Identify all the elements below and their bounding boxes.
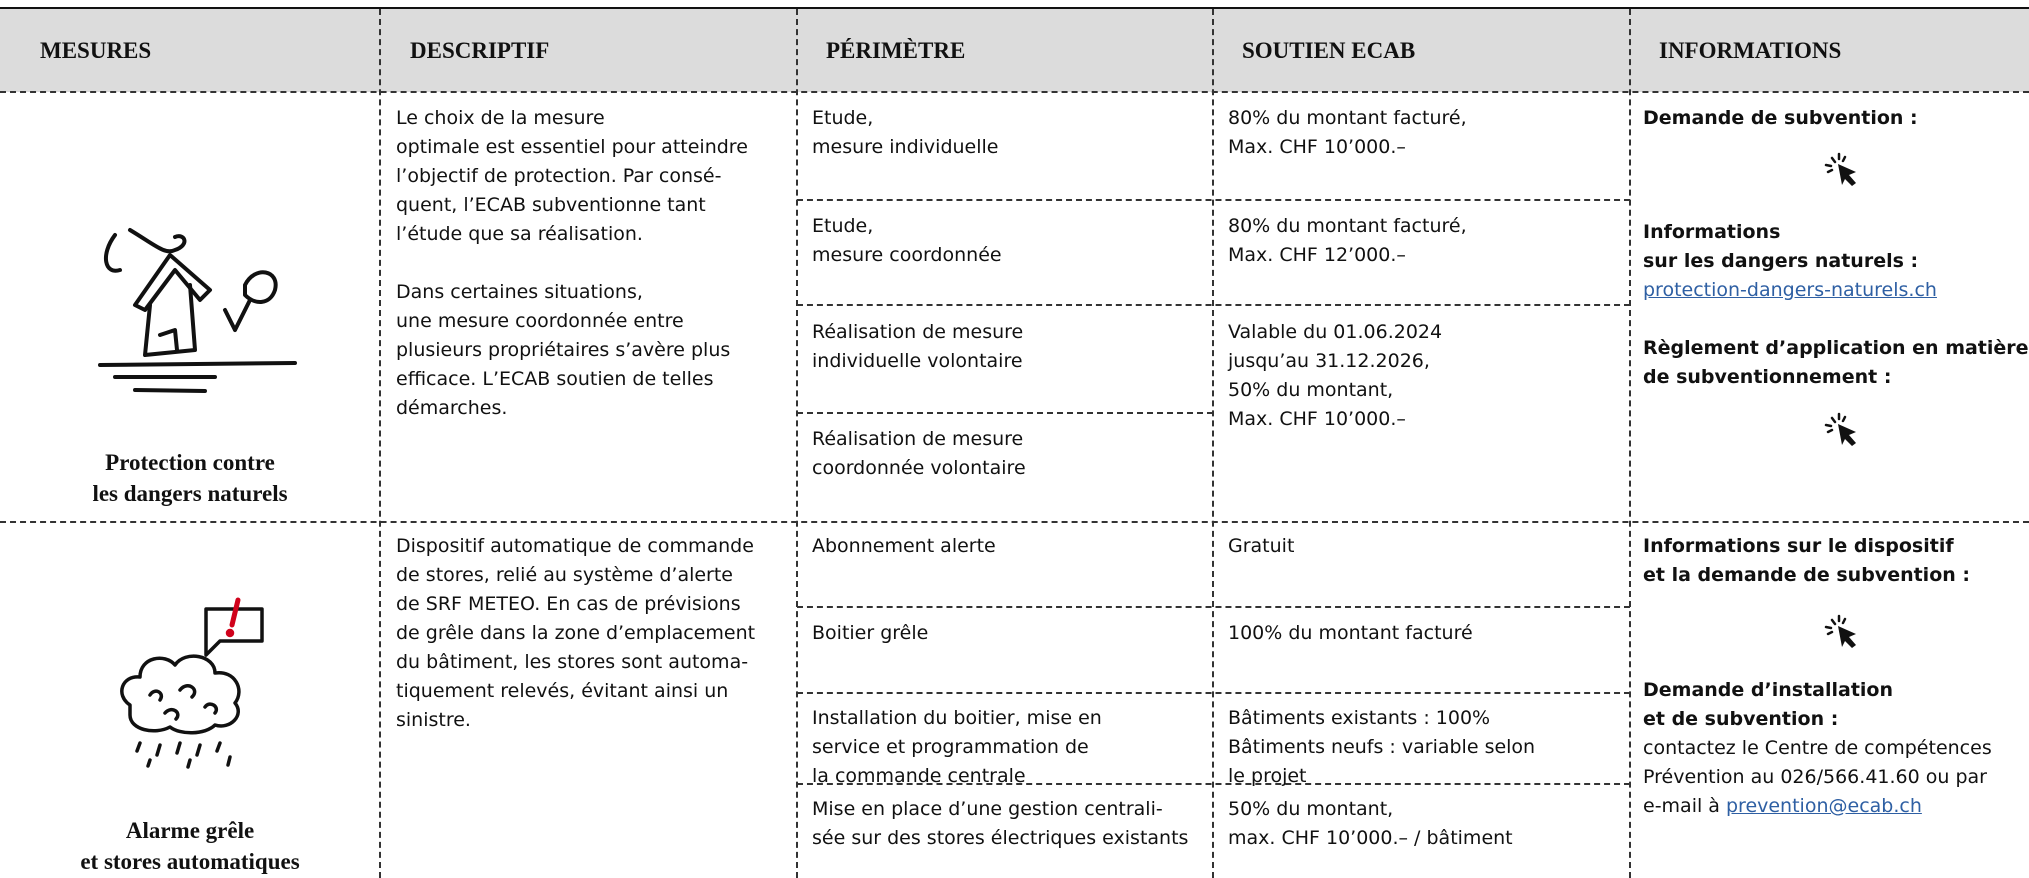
rule	[797, 692, 1630, 694]
rule	[0, 91, 2029, 93]
column-header: DESCRIPTIF	[410, 38, 550, 63]
info-heading: Informations sur les dangers naturels :	[1643, 221, 1919, 272]
contact-text: contactez le Centre de compétences Préve…	[1643, 734, 1992, 821]
link[interactable]: prevention@ecab.ch	[1725, 795, 1922, 817]
column-header: MESURES	[40, 38, 152, 63]
rule	[797, 304, 1630, 306]
measure-label: Alarme grêle et stores automatiques	[80, 818, 300, 874]
scope: Abonnement alerte	[812, 535, 996, 557]
rule	[797, 199, 1630, 201]
info-heading: Demande de subvention :	[1643, 107, 1918, 129]
support: 80% du montant facturé, Max. CHF 12’000.…	[1228, 215, 1467, 266]
top-border	[0, 7, 2029, 9]
column-header: SOUTIEN ECAB	[1242, 38, 1416, 63]
scope: Etude, mesure individuelle	[812, 107, 999, 158]
click-icon[interactable]	[1822, 410, 1862, 450]
icon-hail-alarm	[120, 597, 264, 769]
icon-natural-hazard	[98, 228, 297, 393]
click-icon[interactable]	[1822, 150, 1862, 190]
link[interactable]: protection-dangers-naturels.ch	[1643, 279, 1937, 301]
info-heading: Informations sur le dispositif et la dem…	[1643, 535, 1970, 586]
column-header: PÉRIMÈTRE	[826, 38, 966, 63]
info-heading: Règlement d’application en matière de su…	[1643, 337, 2029, 388]
description: Le choix de la mesure optimale est essen…	[396, 104, 786, 423]
support: 80% du montant facturé, Max. CHF 10’000.…	[1228, 107, 1467, 158]
support: 100% du montant facturé	[1228, 622, 1473, 644]
scope: Mise en place d’une gestion centrali- sé…	[812, 798, 1189, 849]
scope: Installation du boitier, mise en service…	[812, 707, 1102, 787]
rule	[1212, 9, 1214, 878]
scope: Etude, mesure coordonnée	[812, 215, 1002, 266]
scope: Réalisation de mesure coordonnée volonta…	[812, 428, 1026, 479]
scope: Boitier grêle	[812, 622, 929, 644]
support: Bâtiments existants : 100% Bâtiments neu…	[1228, 707, 1536, 787]
paragraph: Dans certaines situations, une mesure co…	[396, 281, 731, 419]
rule	[797, 606, 1630, 608]
support: Valable du 01.06.2024 jusqu’au 31.12.202…	[1228, 321, 1443, 430]
rule	[379, 9, 381, 878]
paragraph: Le choix de la mesure optimale est essen…	[396, 107, 748, 245]
rule	[797, 412, 1213, 414]
scope: Réalisation de mesure individuelle volon…	[812, 321, 1024, 372]
info-heading: Demande d’installation et de subvention …	[1643, 679, 1893, 730]
measure-label: Protection contre les dangers naturels	[92, 450, 288, 506]
header-bg	[0, 8, 2029, 92]
contact: contactez le Centre de compétences Préve…	[1643, 737, 1992, 817]
rule	[797, 783, 1630, 785]
rule	[0, 521, 2029, 523]
rule	[796, 9, 798, 878]
support: Gratuit	[1228, 535, 1295, 557]
column-header: INFORMATIONS	[1659, 38, 1842, 63]
description: Dispositif automatique de commande de st…	[396, 535, 756, 731]
rule	[1629, 9, 1631, 878]
click-icon[interactable]	[1822, 612, 1862, 652]
support: 50% du montant, max. CHF 10’000.– / bâti…	[1228, 798, 1513, 849]
